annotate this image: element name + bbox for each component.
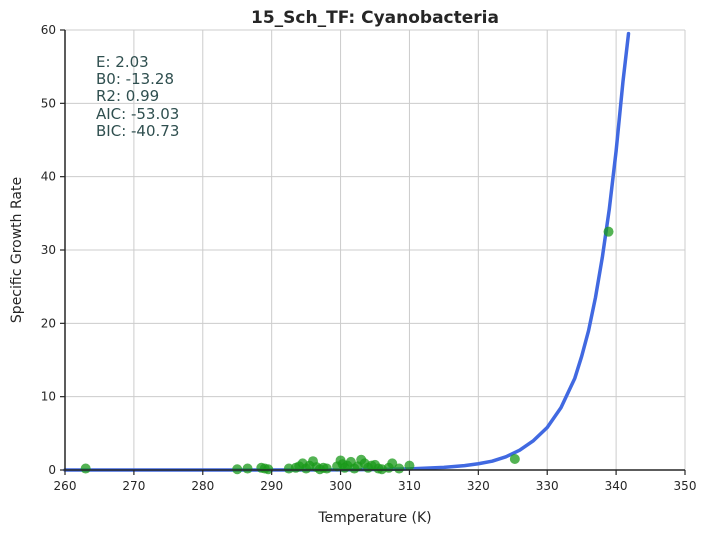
x-tick-label: 290 (260, 479, 283, 493)
x-tick-label: 280 (191, 479, 214, 493)
x-tick-label: 320 (467, 479, 490, 493)
fit-stats: E: 2.03 B0: -13.28 R2: 0.99 AIC: -53.03 … (96, 53, 179, 140)
x-tick-label: 270 (122, 479, 145, 493)
y-tick-labels: 0 10 20 30 40 50 60 (41, 23, 56, 477)
y-tick-label: 0 (48, 463, 56, 477)
y-tick-label: 20 (41, 316, 56, 330)
stat-bic: BIC: -40.73 (96, 122, 179, 140)
x-axis-label: Temperature (K) (317, 510, 431, 526)
stat-aic: AIC: -53.03 (96, 105, 179, 123)
x-tick-label: 310 (398, 479, 421, 493)
x-tick-label: 350 (674, 479, 697, 493)
x-tick-labels: 260 270 280 290 300 310 320 330 340 350 (54, 479, 697, 493)
stat-r2: R2: 0.99 (96, 87, 159, 105)
data-point (387, 458, 398, 469)
x-tick-label: 300 (329, 479, 352, 493)
x-tick-label: 260 (54, 479, 77, 493)
data-point (603, 226, 614, 237)
x-tick-label: 330 (536, 479, 559, 493)
axes (60, 29, 686, 475)
y-axis-label: Specific Growth Rate (9, 177, 25, 323)
y-tick-label: 40 (41, 170, 56, 184)
chart-title: 15_Sch_TF: Cyanobacteria (251, 8, 499, 28)
data-point (394, 463, 405, 474)
data-point (321, 463, 332, 474)
y-tick-label: 30 (41, 243, 56, 257)
x-tick-label: 340 (605, 479, 628, 493)
stat-e: E: 2.03 (96, 53, 149, 71)
y-tick-label: 50 (41, 96, 56, 110)
data-point (404, 460, 415, 471)
data-point (80, 463, 91, 474)
y-tick-label: 60 (41, 23, 56, 37)
data-point (242, 463, 253, 474)
stat-b0: B0: -13.28 (96, 70, 174, 88)
y-tick-label: 10 (41, 390, 56, 404)
data-point (509, 454, 520, 464)
